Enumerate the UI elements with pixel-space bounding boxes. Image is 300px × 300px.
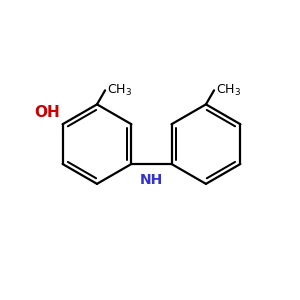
Text: CH$_3$: CH$_3$ [106, 83, 132, 98]
Text: CH$_3$: CH$_3$ [215, 83, 241, 98]
Text: NH: NH [140, 173, 163, 188]
Text: OH: OH [34, 105, 60, 120]
